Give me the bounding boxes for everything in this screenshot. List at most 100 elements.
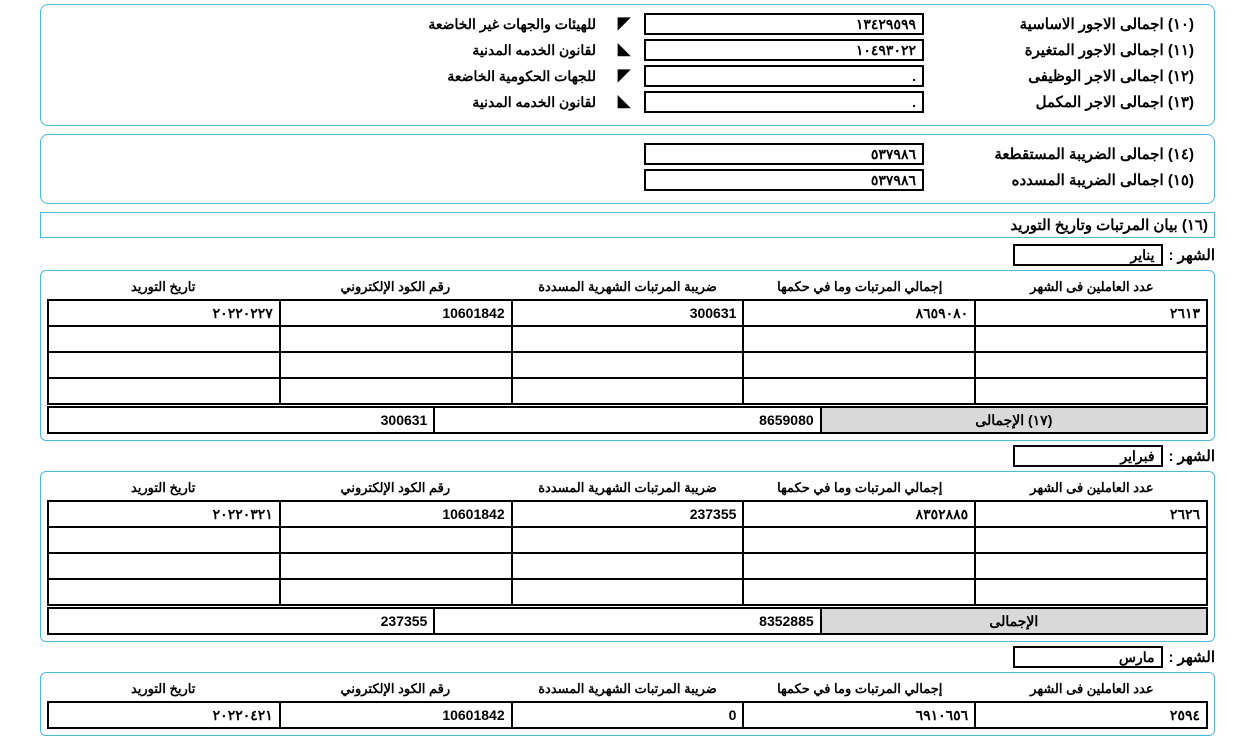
wage-row: (١٠) اجمالى الاجور الاساسية ١٣٤٢٩٥٩٩ ◤ ل… xyxy=(61,13,1194,35)
table-row xyxy=(48,352,1207,378)
bracket-icon: ◣ xyxy=(614,98,634,106)
cell-tax: 300631 xyxy=(512,300,744,326)
table-row: ٢٥٩٤٦٩١٠٦٥٦010601842٢٠٢٢٠٤٢١ xyxy=(48,702,1207,728)
cell-code xyxy=(280,553,512,579)
cell-date xyxy=(48,579,280,605)
month-name-box: يناير xyxy=(1013,244,1163,266)
cell-date xyxy=(48,553,280,579)
col-header-date: تاريخ التوريد xyxy=(47,679,279,699)
col-header-tax: ضريبة المرتبات الشهرية المسددة xyxy=(511,277,743,297)
bracket-icon: ◤ xyxy=(614,20,634,28)
wage-label: (١٢) اجمالى الاجر الوظيفى xyxy=(934,67,1194,85)
table-row xyxy=(48,378,1207,404)
cell-salaries xyxy=(743,553,975,579)
wage-value: ١٠٤٩٣٠٢٢ xyxy=(644,39,924,61)
col-header-salaries: إجمالي المرتبات وما في حكمها xyxy=(744,277,976,297)
data-table: ٢٥٩٤٦٩١٠٦٥٦010601842٢٠٢٢٠٤٢١ xyxy=(47,701,1208,729)
wage-value: ٥٣٧٩٨٦ xyxy=(644,143,924,165)
bracket-icon: ◣ xyxy=(614,46,634,54)
month-label: الشهر : xyxy=(1169,447,1215,465)
table-row: ٢٦٢٦٨٣٥٢٨٨٥23735510601842٢٠٢٢٠٣٢١ xyxy=(48,501,1207,527)
cell-tax xyxy=(512,527,744,553)
wage-label: (١١) اجمالى الاجور المتغيرة xyxy=(934,41,1194,59)
month-label: الشهر : xyxy=(1169,246,1215,264)
month-label: الشهر : xyxy=(1169,648,1215,666)
table-headers: عدد العاملين فى الشهرإجمالي المرتبات وما… xyxy=(47,277,1208,297)
cell-tax xyxy=(512,553,744,579)
table-row xyxy=(48,579,1207,605)
wage-note: لقانون الخدمه المدنية xyxy=(472,94,596,111)
cell-salaries xyxy=(743,527,975,553)
month-name-box: مارس xyxy=(1013,646,1163,668)
table-row xyxy=(48,527,1207,553)
cell-workers xyxy=(975,579,1207,605)
month-table-wrap: عدد العاملين فى الشهرإجمالي المرتبات وما… xyxy=(40,270,1215,441)
col-header-workers: عدد العاملين فى الشهر xyxy=(976,277,1208,297)
col-header-date: تاريخ التوريد xyxy=(47,277,279,297)
wage-row: (١١) اجمالى الاجور المتغيرة ١٠٤٩٣٠٢٢ ◣ ل… xyxy=(61,39,1194,61)
col-header-salaries: إجمالي المرتبات وما في حكمها xyxy=(744,679,976,699)
wage-note: للهيئات والجهات غير الخاضعة xyxy=(428,16,596,33)
col-header-tax: ضريبة المرتبات الشهرية المسددة xyxy=(511,478,743,498)
wage-note: لقانون الخدمه المدنية xyxy=(472,42,596,59)
table-headers: عدد العاملين فى الشهرإجمالي المرتبات وما… xyxy=(47,679,1208,699)
total-label: الإجمالى xyxy=(821,608,1207,634)
cell-code xyxy=(280,527,512,553)
cell-salaries xyxy=(743,326,975,352)
col-header-code: رقم الكود الإلكتروني xyxy=(279,679,511,699)
cell-tax: 0 xyxy=(512,702,744,728)
wage-label: (١٠) اجمالى الاجور الاساسية xyxy=(934,15,1194,33)
wage-label: (١٣) اجمالى الاجر المكمل xyxy=(934,93,1194,111)
col-header-date: تاريخ التوريد xyxy=(47,478,279,498)
data-table: ٢٦٢٦٨٣٥٢٨٨٥23735510601842٢٠٢٢٠٣٢١ xyxy=(47,500,1208,606)
cell-workers: ٢٥٩٤ xyxy=(975,702,1207,728)
totals-row: (١٧) الإجمالى8659080300631 xyxy=(48,407,1207,433)
months-container: الشهر :ينايرعدد العاملين فى الشهرإجمالي … xyxy=(40,244,1215,736)
wage-note: للجهات الحكومية الخاضعة xyxy=(447,68,596,85)
cell-salaries xyxy=(743,352,975,378)
total-salaries: 8659080 xyxy=(434,407,820,433)
cell-workers xyxy=(975,527,1207,553)
bracket-icon: ◤ xyxy=(614,72,634,80)
month-row: الشهر :فبراير xyxy=(40,445,1215,467)
cell-tax: 237355 xyxy=(512,501,744,527)
cell-code xyxy=(280,579,512,605)
col-header-tax: ضريبة المرتبات الشهرية المسددة xyxy=(511,679,743,699)
cell-code xyxy=(280,378,512,404)
wage-row: (١٣) اجمالى الاجر المكمل . ◣ لقانون الخد… xyxy=(61,91,1194,113)
cell-salaries xyxy=(743,378,975,404)
cell-salaries: ٨٣٥٢٨٨٥ xyxy=(743,501,975,527)
col-header-workers: عدد العاملين فى الشهر xyxy=(976,478,1208,498)
cell-salaries: ٦٩١٠٦٥٦ xyxy=(743,702,975,728)
table-row xyxy=(48,326,1207,352)
total-tax: 237355 xyxy=(48,608,434,634)
cell-tax xyxy=(512,326,744,352)
cell-date: ٢٠٢٢٠٤٢١ xyxy=(48,702,280,728)
wage-label: (١٤) اجمالى الضريبة المستقطعة xyxy=(934,145,1194,163)
cell-date xyxy=(48,326,280,352)
cell-salaries: ٨٦٥٩٠٨٠ xyxy=(743,300,975,326)
col-header-code: رقم الكود الإلكتروني xyxy=(279,478,511,498)
cell-date xyxy=(48,378,280,404)
month-table-wrap: عدد العاملين فى الشهرإجمالي المرتبات وما… xyxy=(40,471,1215,642)
table-row: ٢٦١٣٨٦٥٩٠٨٠30063110601842٢٠٢٢٠٢٢٧ xyxy=(48,300,1207,326)
cell-workers xyxy=(975,352,1207,378)
total-label: (١٧) الإجمالى xyxy=(821,407,1207,433)
wage-value: ١٣٤٢٩٥٩٩ xyxy=(644,13,924,35)
cell-code: 10601842 xyxy=(280,702,512,728)
month-row: الشهر : يناير xyxy=(40,244,1215,266)
data-table: ٢٦١٣٨٦٥٩٠٨٠30063110601842٢٠٢٢٠٢٢٧ xyxy=(47,299,1208,405)
table-row xyxy=(48,553,1207,579)
cell-workers xyxy=(975,326,1207,352)
wages-section-1: (١٠) اجمالى الاجور الاساسية ١٣٤٢٩٥٩٩ ◤ ل… xyxy=(40,4,1215,126)
cell-tax xyxy=(512,352,744,378)
section-16-header: (١٦) بيان المرتبات وتاريخ التوريد xyxy=(40,212,1215,238)
wage-row: (١٥) اجمالى الضريبة المسدده ٥٣٧٩٨٦ xyxy=(61,169,1194,191)
col-header-code: رقم الكود الإلكتروني xyxy=(279,277,511,297)
cell-date: ٢٠٢٢٠٢٢٧ xyxy=(48,300,280,326)
totals-table: الإجمالى8352885237355 xyxy=(47,607,1208,635)
totals-table: (١٧) الإجمالى8659080300631 xyxy=(47,406,1208,434)
cell-code: 10601842 xyxy=(280,300,512,326)
table-headers: عدد العاملين فى الشهرإجمالي المرتبات وما… xyxy=(47,478,1208,498)
wage-value: ٥٣٧٩٨٦ xyxy=(644,169,924,191)
